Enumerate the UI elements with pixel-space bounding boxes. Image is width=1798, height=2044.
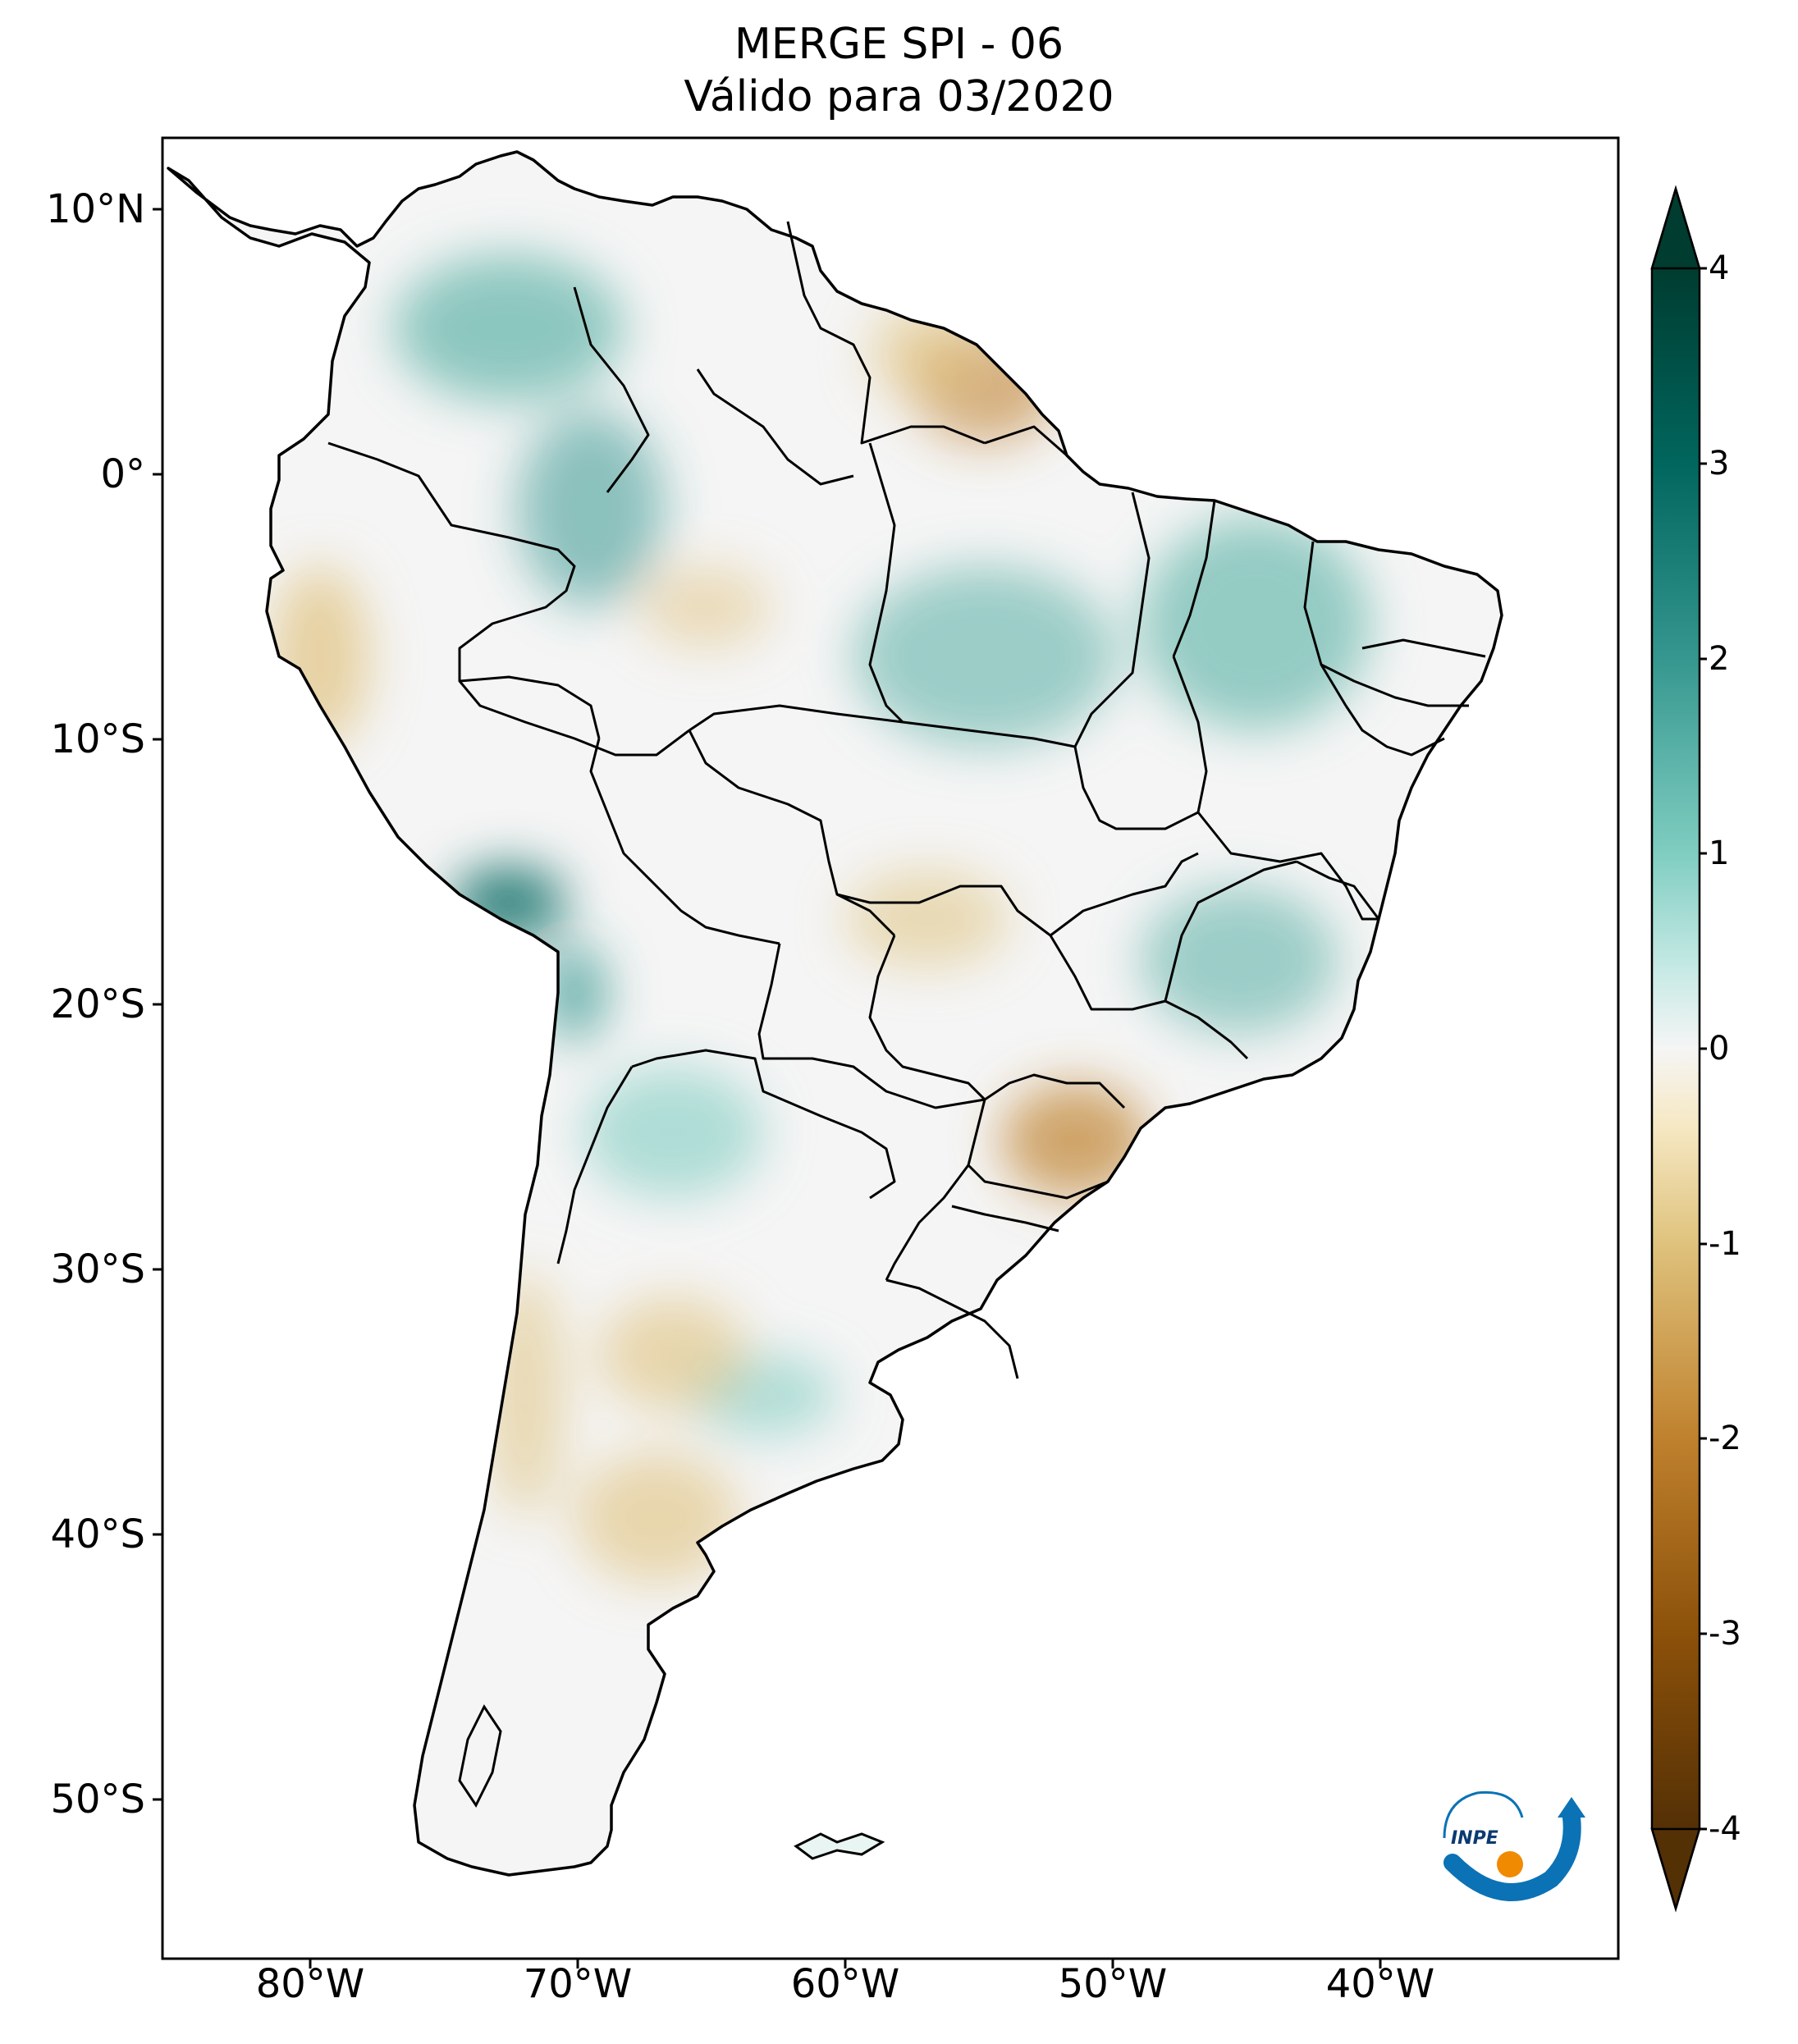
colorbar-label-0: 0 [1709,1030,1730,1068]
colorbar [1650,185,1707,1913]
lon-label-50w: 50°W [1058,1961,1168,2007]
lat-label-20s: 20°S [50,981,145,1027]
inpe-logo [1443,1790,1585,1901]
lon-label-40w: 40°W [1325,1961,1435,2007]
lat-label-10s: 10°S [50,716,145,762]
lon-label-60w: 60°W [790,1961,900,2007]
lat-label-40s: 40°S [50,1511,145,1557]
colorbar-gradient [1652,268,1700,1829]
continent-outline [167,150,1503,1877]
colorbar-label-4: 4 [1709,249,1730,287]
lat-label-10n: 10°N [46,186,145,232]
lat-ticks [153,208,162,1801]
falkland-islands [794,1832,885,1860]
lon-ticks [309,1959,1382,1969]
map-title: MERGE SPI - 06 [734,20,1064,69]
borders [327,221,1486,1379]
lat-label-0: 0° [100,451,145,497]
colorbar-min-extend [1650,1827,1701,1913]
lat-label-50s: 50°S [50,1776,145,1822]
map-subtitle: Válido para 03/2020 [684,72,1114,121]
colorbar-label-1: 1 [1709,835,1730,872]
inpe-logo-text: INPE [1451,1828,1498,1849]
lon-label-80w: 80°W [255,1961,365,2007]
chiloe-island [458,1704,502,1808]
colorbar-label-3: 3 [1709,445,1730,482]
colorbar-max-extend [1650,185,1701,270]
lat-label-30s: 30°S [50,1246,145,1292]
lon-label-70w: 70°W [523,1961,633,2007]
colorbar-label-neg1: -1 [1709,1225,1741,1263]
colorbar-label-2: 2 [1709,640,1730,678]
colorbar-label-neg4: -4 [1709,1810,1741,1848]
colorbar-label-neg3: -3 [1709,1615,1741,1653]
colorbar-label-neg2: -2 [1709,1420,1741,1457]
